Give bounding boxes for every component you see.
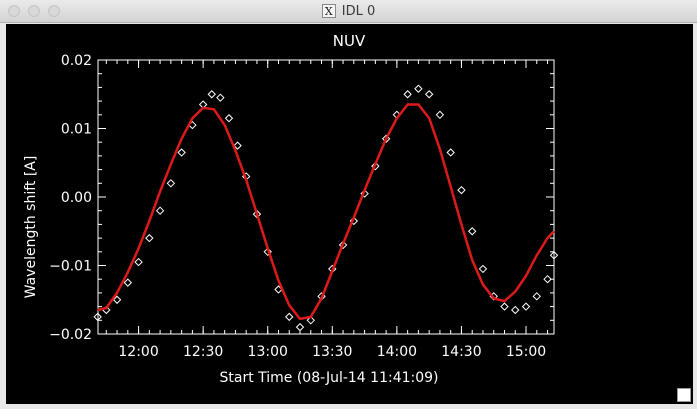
x-tick-label: 13:30 — [312, 344, 352, 360]
data-point — [224, 114, 234, 123]
data-point — [500, 302, 509, 311]
y-tick-label: −0.02 — [49, 327, 92, 343]
y-tick-label: 0.01 — [61, 122, 92, 138]
axes: 0.02 0.01 0.00 −0.01 −0.02 12:00 12:30 13:00 13:… — [49, 53, 555, 360]
data-point — [295, 322, 305, 332]
data-point — [123, 278, 133, 287]
chart-title: NUV — [333, 32, 366, 50]
y-tick-label: 0.00 — [61, 190, 92, 206]
data-point — [532, 292, 541, 301]
data-point — [381, 134, 391, 143]
fit-line — [97, 103, 555, 321]
x-tick-label: 14:00 — [377, 344, 417, 360]
data-point — [467, 227, 477, 236]
window-title-group: X IDL 0 — [0, 0, 697, 22]
data-point — [349, 216, 359, 226]
data-point — [371, 161, 380, 171]
data-point — [360, 189, 369, 198]
x-tick-label: 12:00 — [118, 344, 158, 360]
data-point — [112, 295, 122, 304]
chart: NUV Start Time (08-Jul-14 11:41:09) Wave… — [23, 32, 559, 386]
x-tick-label: 15:00 — [506, 344, 546, 360]
y-tick-label: −0.01 — [49, 259, 92, 275]
series-points — [93, 84, 559, 332]
close-window-button[interactable] — [8, 5, 20, 17]
x-tick-label: 12:30 — [183, 344, 223, 360]
data-point — [457, 185, 466, 195]
data-point — [403, 90, 412, 99]
data-point — [306, 316, 315, 325]
plot-canvas: NUV Start Time (08-Jul-14 11:41:09) Wave… — [6, 24, 693, 404]
data-point — [478, 264, 488, 274]
plot-frame — [97, 59, 555, 335]
data-point — [134, 257, 143, 267]
data-point — [207, 90, 216, 99]
data-point — [521, 302, 531, 311]
series-line — [97, 103, 555, 321]
data-point — [543, 274, 552, 284]
data-point — [414, 84, 423, 93]
y-tick-label: 0.02 — [61, 53, 92, 69]
resize-grip[interactable] — [677, 388, 691, 402]
data-point — [177, 148, 186, 157]
x-axis-label: Start Time (08-Jul-14 11:41:09) — [219, 370, 438, 386]
window-titlebar[interactable]: X IDL 0 — [0, 0, 697, 23]
data-point — [285, 312, 294, 322]
minimize-window-button[interactable] — [28, 5, 40, 17]
zoom-window-button[interactable] — [48, 5, 60, 17]
data-point — [216, 93, 225, 102]
data-point — [424, 90, 434, 99]
data-point — [549, 251, 559, 260]
y-axis-label: Wavelength shift [A] — [23, 156, 39, 299]
data-point — [93, 312, 102, 322]
x11-icon: X — [321, 4, 336, 18]
data-point — [511, 305, 520, 315]
data-point — [263, 247, 272, 257]
x-tick-label: 13:00 — [248, 344, 288, 360]
data-point — [155, 206, 165, 215]
data-point — [446, 148, 455, 157]
x-tick-label: 14:30 — [441, 344, 481, 360]
data-point — [145, 233, 154, 243]
data-point — [166, 179, 176, 188]
data-point — [338, 240, 348, 250]
window-title: IDL 0 — [341, 3, 376, 19]
data-point — [435, 110, 445, 120]
data-point — [233, 141, 242, 150]
